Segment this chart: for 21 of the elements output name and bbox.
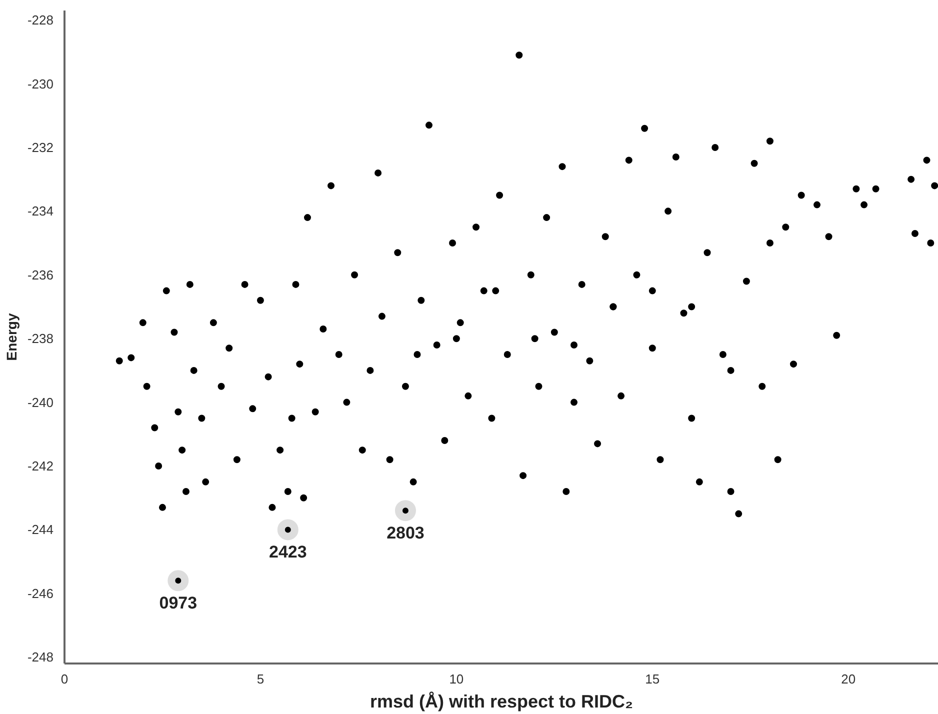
y-tick-label: -230 — [27, 76, 54, 92]
x-tick-label: 5 — [256, 672, 264, 686]
x-axis-title: rmsd (Å) with respect to RIDC₂ — [370, 692, 634, 712]
y-tick-label: -232 — [27, 140, 54, 155]
y-tick-label: -242 — [27, 458, 54, 474]
y-tick-label: -234 — [27, 204, 54, 219]
annotation: 2803 — [386, 524, 424, 543]
x-tick-label: 15 — [645, 672, 660, 686]
y-tick-label: -244 — [27, 522, 54, 538]
y-tick-label: -246 — [27, 586, 54, 601]
y-tick-label: -236 — [27, 267, 54, 282]
x-tick-label: 20 — [841, 672, 856, 686]
x-tick-label: 0 — [60, 672, 68, 686]
annotation: 0973 — [159, 594, 198, 613]
x-tick-label: 10 — [449, 672, 464, 686]
y-tick-label: -248 — [27, 650, 54, 665]
y-tick-label: -240 — [27, 394, 54, 410]
y-tick-label: -228 — [27, 12, 54, 28]
annotation: 2423 — [268, 542, 307, 562]
y-tick-label: -238 — [27, 331, 54, 346]
y-axis-title: Energy — [3, 313, 20, 361]
